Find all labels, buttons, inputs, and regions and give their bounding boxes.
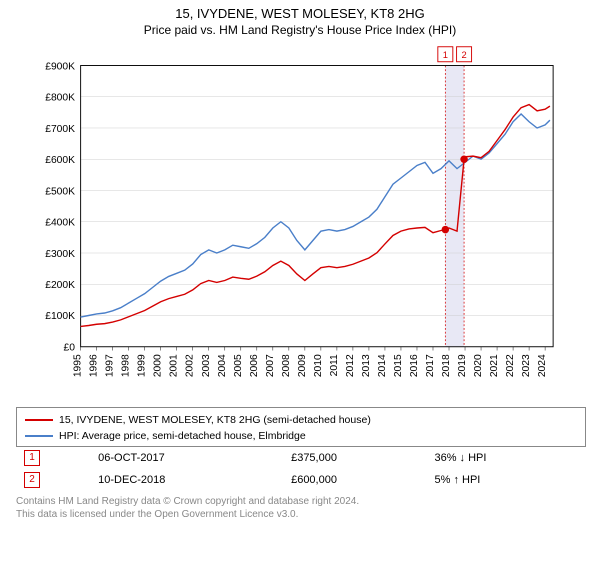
y-axis-label: £800K	[45, 93, 75, 104]
series-price_paid	[81, 105, 550, 327]
x-axis-label: 2008	[281, 354, 292, 377]
x-axis-label: 2018	[441, 354, 452, 377]
sale-row-marker: 2	[24, 472, 40, 488]
y-axis-label: £300K	[45, 249, 75, 260]
y-axis-label: £500K	[45, 186, 75, 197]
sale-marker-num-2: 2	[461, 50, 466, 60]
x-axis-label: 2000	[153, 354, 164, 377]
sales-table: 1 06-OCT-2017£375,00036% ↓ HPI 2 10-DEC-201…	[16, 447, 584, 491]
sale-dot-1	[442, 226, 450, 234]
x-axis-label: 1995	[73, 354, 84, 377]
footer-attribution: Contains HM Land Registry data © Crown c…	[16, 495, 584, 521]
chart-title: 15, IVYDENE, WEST MOLESEY, KT8 2HG	[0, 6, 600, 21]
x-axis-label: 2023	[521, 354, 532, 377]
y-axis-label: £900K	[45, 61, 75, 72]
y-axis-label: £400K	[45, 218, 75, 229]
x-axis-label: 2001	[169, 354, 180, 377]
x-axis-label: 2022	[505, 354, 516, 377]
chart-area: £0 £100K £200K £300K £400K £500K £600K £700K £80…	[16, 43, 584, 403]
chart-container: 15, IVYDENE, WEST MOLESEY, KT8 2HG Price…	[0, 6, 600, 566]
sale-date: 06-OCT-2017	[90, 447, 283, 469]
x-axis-label: 2017	[425, 354, 436, 377]
legend-and-table: 15, IVYDENE, WEST MOLESEY, KT8 2HG (semi…	[16, 407, 584, 491]
x-axis-label: 2005	[233, 354, 244, 377]
series-hpi	[81, 114, 550, 317]
sale-price: £375,000	[283, 447, 426, 469]
x-axis-label: 2002	[185, 354, 196, 377]
sale-row: 1 06-OCT-2017£375,00036% ↓ HPI	[16, 447, 584, 469]
chart-subtitle: Price paid vs. HM Land Registry's House …	[0, 23, 600, 37]
highlight-band	[445, 66, 464, 347]
y-axis-label: £100K	[45, 311, 75, 322]
sale-price: £600,000	[283, 469, 426, 491]
sale-row-marker: 1	[24, 450, 40, 466]
x-axis-label: 2009	[297, 354, 308, 377]
footer-line-1: Contains HM Land Registry data © Crown c…	[16, 495, 584, 508]
x-axis-label: 2024	[537, 354, 548, 377]
x-axis-label: 2014	[377, 354, 388, 377]
x-axis-label: 2011	[329, 354, 340, 376]
chart-svg: £0 £100K £200K £300K £400K £500K £600K £700K £80…	[16, 43, 584, 403]
sale-vs-hpi: 5% ↑ HPI	[426, 469, 584, 491]
x-axis-label: 2004	[217, 354, 228, 377]
x-axis-label: 1999	[137, 354, 148, 377]
x-axis-label: 2021	[489, 354, 500, 377]
x-axis-label: 2010	[313, 354, 324, 377]
legend-label: 15, IVYDENE, WEST MOLESEY, KT8 2HG (semi…	[59, 414, 371, 426]
x-axis-label: 1997	[105, 354, 116, 377]
x-axis-label: 2006	[249, 354, 260, 377]
x-axis-label: 1996	[89, 354, 100, 377]
sale-marker-num-1: 1	[443, 50, 448, 60]
plot-border	[81, 66, 554, 347]
x-axis-label: 2019	[457, 354, 468, 377]
y-axis-label: £700K	[45, 124, 75, 135]
y-axis-label: £0	[64, 343, 76, 354]
sale-date: 10-DEC-2018	[90, 469, 283, 491]
footer-line-2: This data is licensed under the Open Gov…	[16, 508, 584, 521]
y-axis-label: £200K	[45, 280, 75, 291]
x-axis-label: 2003	[201, 354, 212, 377]
x-axis-label: 2007	[265, 354, 276, 377]
y-axis-label: £600K	[45, 155, 75, 166]
legend-label: HPI: Average price, semi-detached house,…	[59, 430, 306, 442]
x-axis-label: 2012	[345, 354, 356, 377]
x-axis-label: 2015	[393, 354, 404, 377]
x-axis-label: 1998	[121, 354, 132, 377]
x-axis-label: 2016	[409, 354, 420, 377]
sale-vs-hpi: 36% ↓ HPI	[426, 447, 584, 469]
x-axis-label: 2020	[473, 354, 484, 377]
legend-box: 15, IVYDENE, WEST MOLESEY, KT8 2HG (semi…	[16, 407, 586, 447]
sale-row: 2 10-DEC-2018£600,0005% ↑ HPI	[16, 469, 584, 491]
sale-dot-2	[460, 156, 468, 164]
x-axis-label: 2013	[361, 354, 372, 377]
